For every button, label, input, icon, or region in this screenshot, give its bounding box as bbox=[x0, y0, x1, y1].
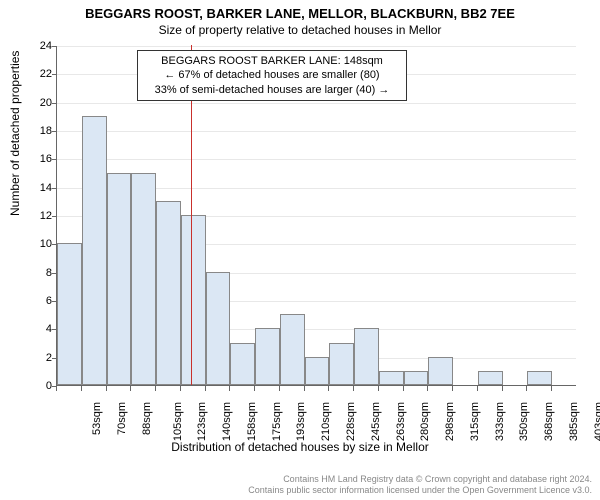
footer-line1: Contains HM Land Registry data © Crown c… bbox=[248, 474, 592, 485]
footer-line2: Contains public sector information licen… bbox=[248, 485, 592, 496]
histogram-bar bbox=[131, 173, 156, 386]
y-tick-label: 24 bbox=[24, 40, 52, 52]
x-tick-label: 88sqm bbox=[141, 402, 153, 435]
y-tick-label: 8 bbox=[24, 267, 52, 279]
histogram-bar bbox=[181, 215, 206, 385]
y-tick-label: 22 bbox=[24, 68, 52, 80]
annotation-line3: 33% of semi-detached houses are larger (… bbox=[144, 83, 400, 97]
x-axis-label: Distribution of detached houses by size … bbox=[0, 440, 600, 454]
footer: Contains HM Land Registry data © Crown c… bbox=[248, 474, 592, 496]
histogram-bar bbox=[82, 116, 107, 385]
annotation-line1: BEGGARS ROOST BARKER LANE: 148sqm bbox=[144, 54, 400, 68]
y-tick-label: 12 bbox=[24, 210, 52, 222]
x-tick-label: 175sqm bbox=[271, 402, 283, 441]
x-tick-label: 403sqm bbox=[593, 402, 600, 441]
y-tick-label: 16 bbox=[24, 153, 52, 165]
histogram-bar bbox=[206, 272, 231, 385]
histogram-bar bbox=[57, 243, 82, 385]
chart-subtitle: Size of property relative to detached ho… bbox=[0, 21, 600, 37]
histogram-bar bbox=[305, 357, 330, 385]
y-tick-label: 6 bbox=[24, 295, 52, 307]
x-tick-label: 333sqm bbox=[494, 402, 506, 441]
y-tick-label: 10 bbox=[24, 238, 52, 250]
x-tick-label: 193sqm bbox=[296, 402, 308, 441]
x-tick-label: 123sqm bbox=[197, 402, 209, 441]
x-axis-ticks: 53sqm 70sqm 88sqm 105sqm 123sqm 140sqm 158sqm 1… bbox=[56, 386, 576, 440]
x-tick-label: 350sqm bbox=[518, 402, 530, 441]
annotation-line2: ← 67% of detached houses are smaller (80… bbox=[144, 68, 400, 82]
y-tick-label: 0 bbox=[24, 380, 52, 392]
chart-title: BEGGARS ROOST, BARKER LANE, MELLOR, BLAC… bbox=[0, 0, 600, 21]
y-axis-label: Number of detached properties bbox=[8, 51, 22, 216]
histogram-bar bbox=[107, 173, 132, 386]
y-tick-label: 4 bbox=[24, 323, 52, 335]
y-tick-label: 18 bbox=[24, 125, 52, 137]
histogram-bar bbox=[255, 328, 280, 385]
histogram-bar bbox=[379, 371, 404, 385]
y-tick-label: 14 bbox=[24, 182, 52, 194]
histogram-bar bbox=[527, 371, 552, 385]
x-tick-label: 385sqm bbox=[568, 402, 580, 441]
histogram-bar bbox=[404, 371, 429, 385]
x-tick-label: 53sqm bbox=[91, 402, 103, 435]
x-tick-label: 315sqm bbox=[469, 402, 481, 441]
x-tick-label: 228sqm bbox=[345, 402, 357, 441]
annotation-box: BEGGARS ROOST BARKER LANE: 148sqm ← 67% … bbox=[137, 50, 407, 101]
histogram-bar bbox=[478, 371, 503, 385]
x-tick-label: 263sqm bbox=[395, 402, 407, 441]
x-tick-label: 298sqm bbox=[444, 402, 456, 441]
x-tick-label: 70sqm bbox=[116, 402, 128, 435]
histogram-bar bbox=[280, 314, 305, 385]
x-tick-label: 368sqm bbox=[543, 402, 555, 441]
histogram-bar bbox=[329, 343, 354, 386]
x-tick-label: 280sqm bbox=[419, 402, 431, 441]
histogram-bar bbox=[354, 328, 379, 385]
x-tick-label: 140sqm bbox=[221, 402, 233, 441]
y-tick-label: 20 bbox=[24, 97, 52, 109]
x-tick-label: 105sqm bbox=[172, 402, 184, 441]
plot-area: BEGGARS ROOST BARKER LANE: 148sqm ← 67% … bbox=[56, 46, 576, 386]
histogram-bar bbox=[156, 201, 181, 385]
histogram-bar bbox=[230, 343, 255, 386]
x-tick-label: 158sqm bbox=[246, 402, 258, 441]
y-tick-label: 2 bbox=[24, 352, 52, 364]
histogram-bar bbox=[428, 357, 453, 385]
y-axis-ticks: 024681012141618202224 bbox=[22, 46, 56, 386]
x-tick-label: 245sqm bbox=[370, 402, 382, 441]
x-tick-label: 210sqm bbox=[320, 402, 332, 441]
